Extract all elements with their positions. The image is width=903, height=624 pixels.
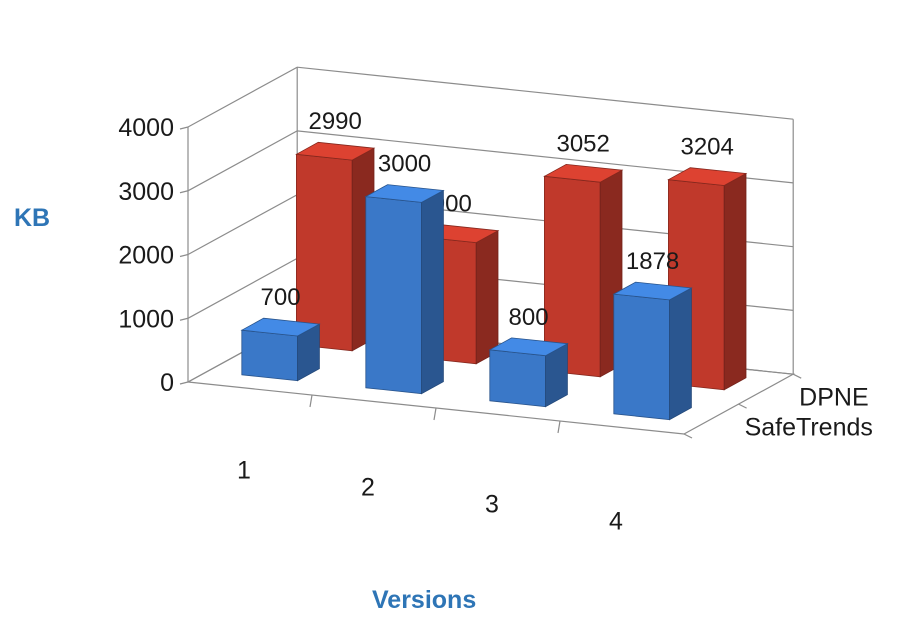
bar-safetrends-front <box>365 196 423 395</box>
x-tick <box>309 394 313 408</box>
data-label: 800 <box>509 304 549 331</box>
x-axis-title: Versions <box>372 586 477 614</box>
x-tick <box>557 420 561 434</box>
y-tick-label: 2000 <box>118 242 174 270</box>
bar-dpne-front <box>295 153 353 352</box>
bar-safetrends-side <box>669 287 692 421</box>
bar-safetrends-front <box>241 329 299 382</box>
x-tick <box>433 407 437 421</box>
data-label: 3000 <box>378 151 431 178</box>
bar-dpne-top <box>543 163 624 183</box>
bar-safetrends-side <box>421 189 444 395</box>
y-tick-label: 0 <box>160 369 174 397</box>
bar-dpne-top <box>295 141 376 161</box>
bar-dpne-side <box>475 230 499 365</box>
depth-tick <box>738 403 747 409</box>
data-label: 3204 <box>680 134 733 161</box>
bar-safetrends-top <box>612 281 693 301</box>
y-tick <box>179 126 189 130</box>
bar-dpne-top <box>667 167 748 186</box>
data-label: 700 <box>261 284 301 311</box>
bar-safetrends-front <box>613 293 670 421</box>
bar-safetrends-front <box>489 349 546 408</box>
y-tick <box>179 381 189 385</box>
x-tick-label: 3 <box>485 491 499 519</box>
y-tick <box>179 190 189 194</box>
y-tick <box>179 253 189 258</box>
depth-tick <box>792 373 802 379</box>
data-label: 3052 <box>556 130 609 157</box>
y-tick-label: 4000 <box>118 114 174 142</box>
depth-axis-label: SafeTrends <box>745 413 873 441</box>
depth-tick <box>683 433 693 439</box>
bar-dpne-side <box>723 172 747 391</box>
y-axis-title: KB <box>14 204 51 232</box>
data-label: 1878 <box>626 248 679 275</box>
y-tick <box>179 317 189 321</box>
depth-axis-label: DPNE <box>799 383 868 411</box>
data-label: 2990 <box>308 108 361 135</box>
y-tick-label: 1000 <box>118 305 174 333</box>
y-tick-label: 3000 <box>118 178 174 206</box>
bar-safetrends-top <box>240 317 321 337</box>
bar-safetrends-top <box>488 337 569 357</box>
x-tick-label: 4 <box>609 508 623 536</box>
x-tick-label: 2 <box>361 474 375 502</box>
gridline <box>187 66 794 128</box>
x-tick-label: 1 <box>237 457 251 485</box>
bar-safetrends-top <box>364 184 445 203</box>
